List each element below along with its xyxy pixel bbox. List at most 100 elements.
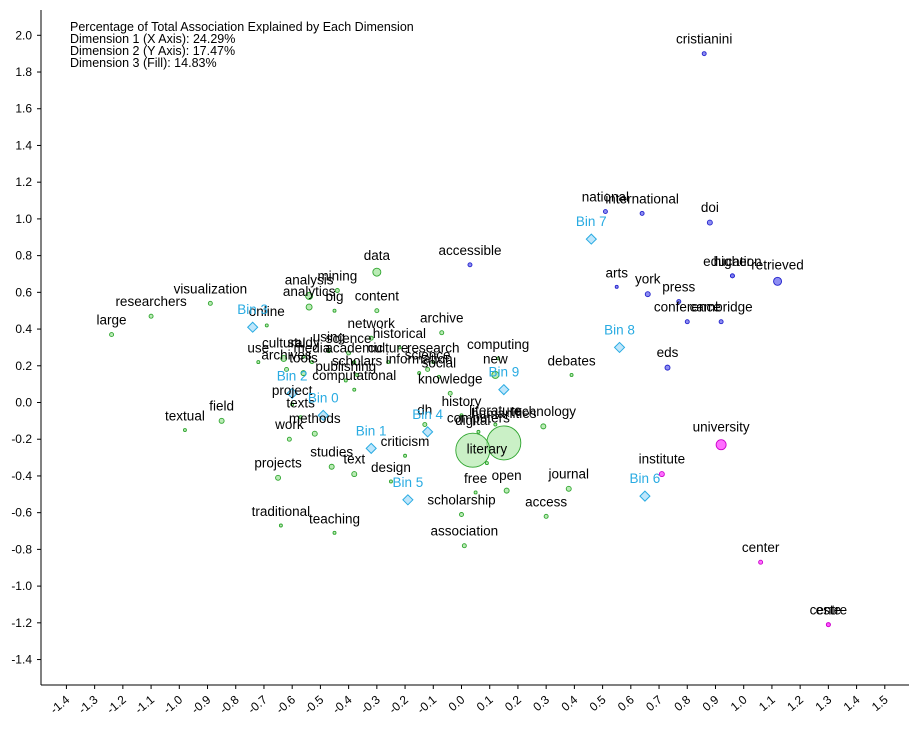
word-label: studies bbox=[310, 444, 353, 459]
word-point bbox=[256, 360, 261, 365]
y-tick-label: -0.4 bbox=[11, 469, 32, 483]
x-tick-label: -0.3 bbox=[358, 692, 383, 716]
word-label: open bbox=[492, 468, 522, 483]
word-point bbox=[729, 273, 735, 279]
word-point bbox=[639, 210, 645, 216]
word-point bbox=[328, 463, 335, 470]
word-label: science bbox=[405, 347, 451, 362]
word-label: use bbox=[247, 341, 269, 356]
word-label: knowledge bbox=[418, 371, 483, 386]
bin-marker bbox=[365, 442, 377, 455]
word-label: texts bbox=[286, 396, 315, 411]
y-tick-label: 0.8 bbox=[15, 249, 32, 263]
bin-marker bbox=[317, 409, 329, 422]
y-tick-label: 1.0 bbox=[15, 212, 32, 226]
bin-label: Bin 6 bbox=[630, 471, 661, 486]
word-point bbox=[644, 291, 651, 298]
word-point bbox=[346, 350, 352, 356]
word-point bbox=[351, 471, 358, 478]
y-tick-label: 0.0 bbox=[15, 396, 32, 410]
word-label: digital bbox=[455, 413, 490, 428]
word-point bbox=[431, 360, 436, 365]
word-label: information bbox=[386, 352, 453, 367]
x-tick-label: -0.8 bbox=[217, 692, 242, 716]
word-point bbox=[461, 543, 467, 549]
word-point bbox=[718, 319, 724, 325]
word-label: institute bbox=[639, 452, 686, 467]
word-point bbox=[715, 439, 727, 451]
word-label: international bbox=[605, 191, 679, 206]
x-tick-label: 1.2 bbox=[784, 692, 806, 714]
word-label: traditional bbox=[252, 504, 311, 519]
word-point bbox=[343, 378, 348, 383]
word-point bbox=[503, 487, 510, 494]
word-point bbox=[658, 471, 665, 478]
word-label: science bbox=[326, 331, 372, 346]
x-tick-label: 0.0 bbox=[446, 692, 468, 714]
word-point bbox=[684, 319, 690, 325]
word-label: teaching bbox=[309, 511, 360, 526]
bin-marker bbox=[246, 321, 259, 333]
word-label: work bbox=[274, 417, 304, 432]
x-tick-label: -1.0 bbox=[160, 692, 185, 716]
annotation-dim3: Dimension 3 (Fill): 14.83% bbox=[70, 56, 217, 70]
word-point bbox=[664, 364, 671, 371]
word-label: academic bbox=[325, 341, 383, 356]
word-label: text bbox=[343, 452, 365, 467]
word-point bbox=[493, 422, 498, 427]
word-point bbox=[352, 387, 357, 392]
x-tick-label: -1.2 bbox=[104, 692, 129, 716]
word-label: association bbox=[431, 524, 499, 539]
y-tick-label: -0.6 bbox=[11, 506, 32, 520]
x-tick-label: -1.4 bbox=[48, 692, 73, 716]
word-point bbox=[439, 330, 445, 336]
word-label: este bbox=[816, 603, 842, 618]
word-point bbox=[109, 332, 115, 338]
bin-marker bbox=[613, 341, 626, 354]
word-point bbox=[389, 479, 393, 484]
word-point bbox=[459, 413, 464, 418]
y-tick-label: 1.6 bbox=[15, 102, 32, 116]
word-label: network bbox=[348, 316, 396, 331]
word-label: computing bbox=[467, 337, 529, 352]
y-tick-label: -1.4 bbox=[11, 653, 32, 667]
word-label: visualization bbox=[174, 281, 248, 296]
word-label: national bbox=[582, 190, 629, 205]
y-tick-label: -1.2 bbox=[11, 616, 32, 630]
word-label: press bbox=[662, 280, 695, 295]
word-label: project bbox=[272, 383, 313, 398]
word-label: tools bbox=[289, 351, 318, 366]
word-label: debates bbox=[548, 353, 596, 368]
x-tick-label: 0.5 bbox=[587, 692, 609, 714]
word-point bbox=[309, 360, 314, 365]
word-point bbox=[496, 356, 501, 361]
word-point bbox=[473, 490, 478, 495]
word-label: humanities bbox=[471, 406, 537, 421]
word-point bbox=[569, 373, 574, 377]
word-point bbox=[286, 436, 292, 442]
word-point bbox=[278, 523, 283, 528]
bin-marker bbox=[585, 233, 598, 245]
x-tick-label: 1.4 bbox=[841, 692, 863, 714]
word-point bbox=[706, 219, 713, 226]
word-label: study bbox=[287, 335, 320, 350]
word-point bbox=[447, 390, 453, 396]
word-label: education bbox=[703, 254, 762, 269]
word-label: cultural bbox=[262, 335, 306, 350]
word-label: projects bbox=[254, 455, 302, 470]
word-label: publishing bbox=[315, 359, 376, 374]
word-point bbox=[543, 513, 549, 519]
x-tick-label: 1.3 bbox=[813, 692, 835, 714]
word-point bbox=[182, 428, 187, 432]
x-tick-label: 0.8 bbox=[671, 692, 693, 714]
y-tick-label: -0.8 bbox=[11, 542, 32, 556]
y-tick-label: 1.4 bbox=[15, 138, 32, 152]
word-label: dh bbox=[417, 403, 432, 418]
word-label: computational bbox=[312, 368, 396, 383]
word-label: field bbox=[209, 398, 234, 413]
word-label: social bbox=[422, 355, 457, 370]
bin-marker bbox=[639, 490, 651, 502]
word-label: archives bbox=[261, 347, 312, 362]
word-point bbox=[701, 51, 707, 57]
y-tick-label: 2.0 bbox=[15, 28, 32, 42]
